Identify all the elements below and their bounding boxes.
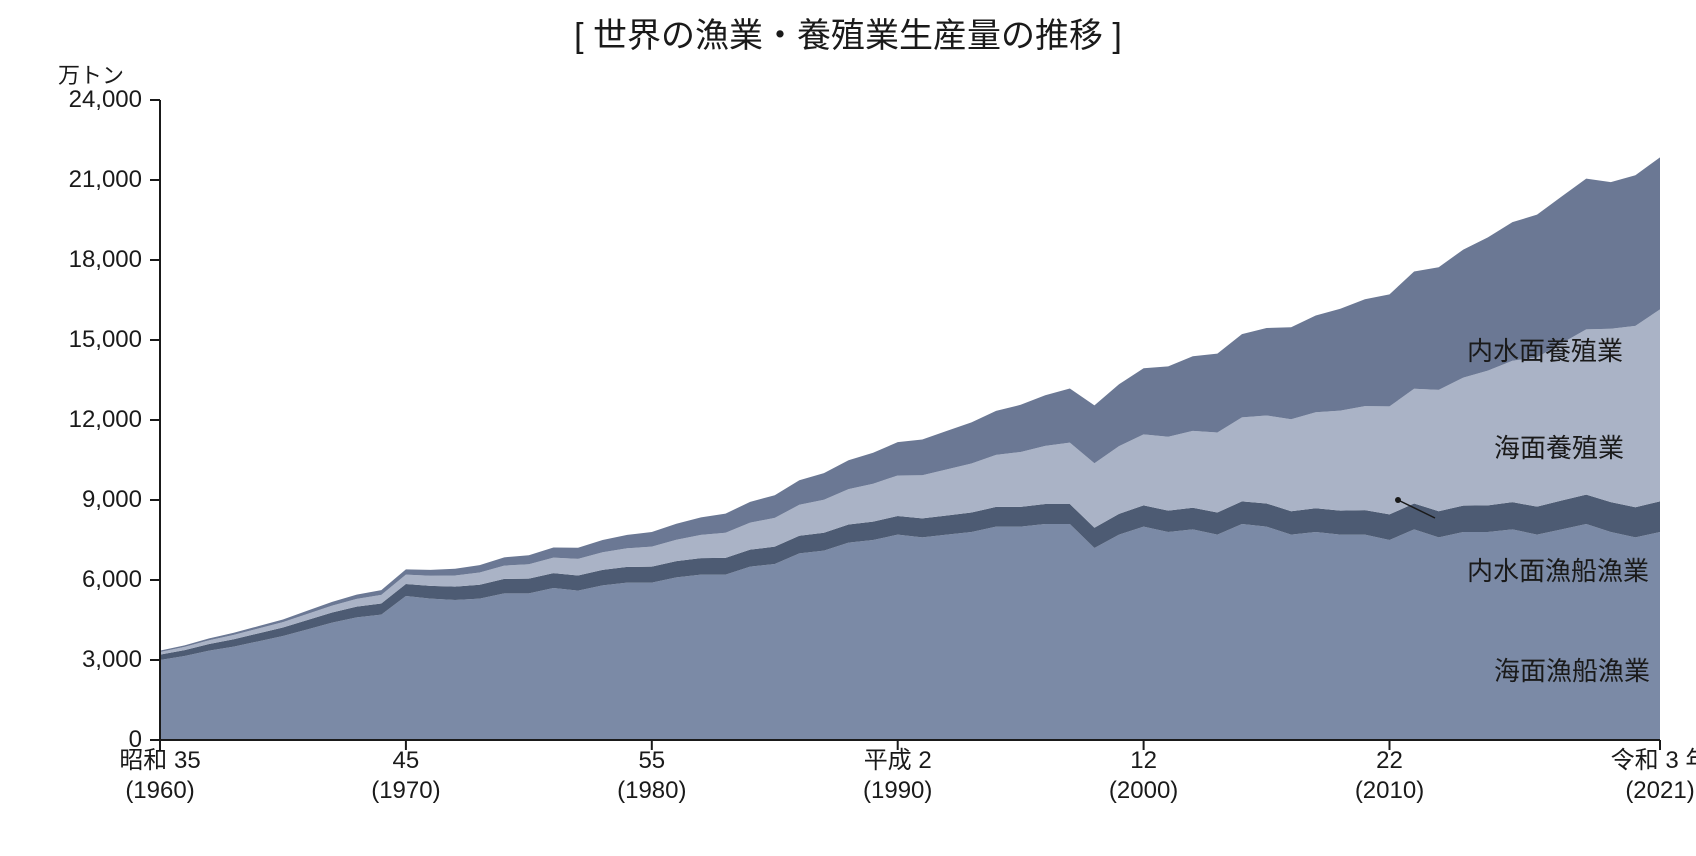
y-tick-label: 3,000 [82, 646, 142, 674]
x-tick-label: 令和 3 年(2021) [1611, 746, 1696, 806]
y-tick-label: 24,000 [69, 86, 142, 114]
series-label-s4: 内水面養殖業 [1467, 331, 1623, 368]
y-tick-label: 18,000 [69, 246, 142, 274]
x-tick-label: 昭和 35(1960) [119, 746, 200, 806]
series-label-s2: 内水面漁船漁業 [1467, 551, 1649, 588]
chart-root: [ 世界の漁業・養殖業生産量の推移 ] 万トン 03,0006,0009,000… [0, 0, 1696, 856]
plot-area: 03,0006,0009,00012,00015,00018,00021,000… [160, 100, 1660, 740]
x-tick-label: 55(1980) [617, 746, 686, 806]
stacked-area-svg [160, 100, 1660, 740]
y-tick-label: 21,000 [69, 166, 142, 194]
x-tick-label: 45(1970) [371, 746, 440, 806]
y-axis-unit-text: 万トン [58, 63, 124, 88]
series-label-s1: 海面漁船漁業 [1494, 651, 1650, 688]
y-tick-label: 12,000 [69, 406, 142, 434]
y-tick-label: 6,000 [82, 566, 142, 594]
chart-title-text: [ 世界の漁業・養殖業生産量の推移 ] [574, 17, 1122, 55]
x-tick-label: 22(2010) [1355, 746, 1424, 806]
area-s1 [160, 524, 1660, 740]
callout-dot [1395, 497, 1401, 503]
y-tick-label: 15,000 [69, 326, 142, 354]
x-tick-label: 12(2000) [1109, 746, 1178, 806]
chart-title: [ 世界の漁業・養殖業生産量の推移 ] [0, 8, 1696, 57]
series-label-s3: 海面養殖業 [1494, 428, 1624, 465]
y-tick-label: 9,000 [82, 486, 142, 514]
x-tick-label: 平成 2(1990) [863, 746, 932, 806]
